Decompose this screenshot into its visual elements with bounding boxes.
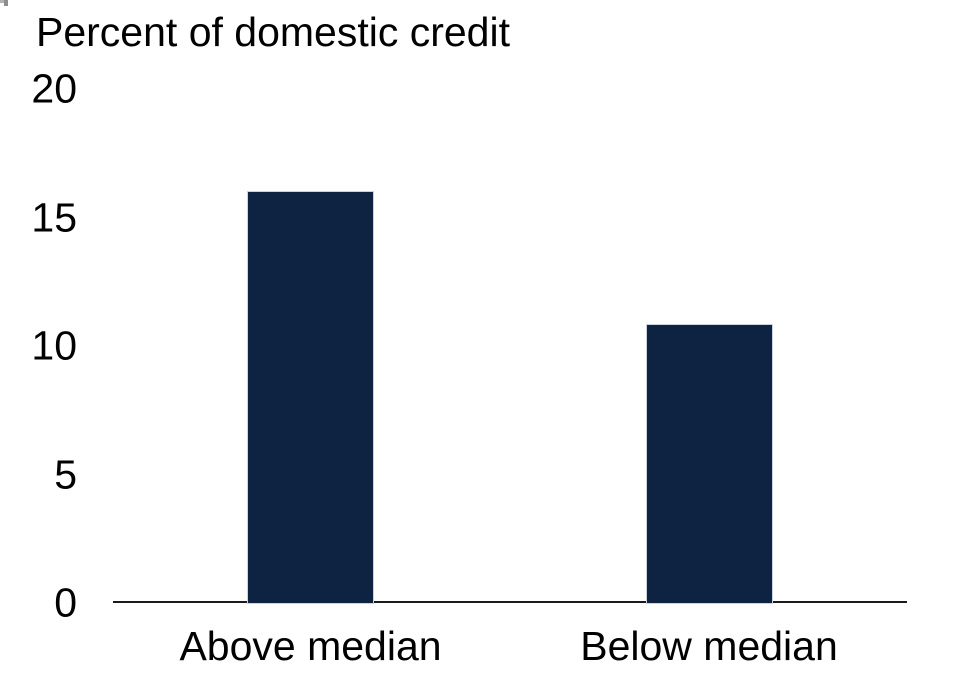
y-tick-label-10: 10	[31, 322, 77, 369]
x-category-label-below-median: Below median	[580, 623, 838, 669]
y-tick-label-0: 0	[54, 579, 77, 626]
y-tick-label-15: 15	[31, 194, 77, 240]
corner-artifact-strip	[0, 0, 7, 3]
chart-title: Percent of domestic credit	[36, 9, 510, 55]
x-axis-line	[113, 601, 907, 603]
y-tick-label-20: 20	[31, 65, 77, 112]
x-category-label-above-median: Above median	[179, 623, 442, 669]
y-tick-label-5: 5	[54, 451, 77, 497]
corner-artifact-nub	[4, 0, 8, 6]
bar-above-median	[248, 191, 373, 603]
bar-below-median	[646, 325, 772, 603]
